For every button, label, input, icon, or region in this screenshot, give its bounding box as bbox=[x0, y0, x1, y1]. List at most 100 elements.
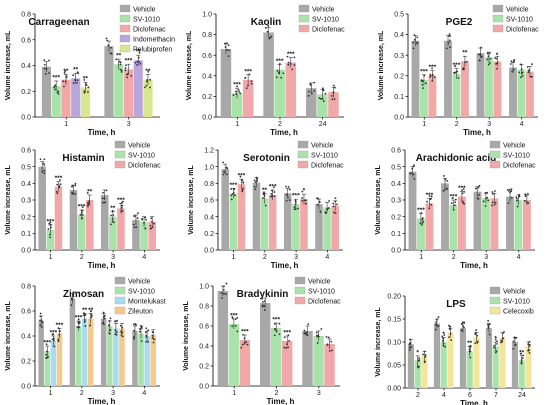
data-point bbox=[266, 23, 269, 26]
data-point bbox=[453, 204, 456, 207]
significance-label: *** bbox=[55, 175, 63, 182]
data-point bbox=[463, 202, 466, 205]
data-point bbox=[126, 76, 129, 79]
bar bbox=[132, 331, 138, 386]
data-point bbox=[330, 340, 333, 343]
data-point bbox=[444, 178, 447, 181]
data-point bbox=[271, 189, 274, 192]
data-point bbox=[451, 197, 454, 199]
data-point bbox=[484, 191, 487, 194]
data-point bbox=[120, 69, 123, 72]
data-point bbox=[111, 220, 114, 223]
data-point bbox=[250, 82, 253, 85]
data-point bbox=[45, 353, 47, 356]
legend-swatch bbox=[119, 24, 131, 33]
y-tick-label: 0.8 bbox=[204, 181, 214, 188]
data-point bbox=[424, 355, 427, 358]
data-point bbox=[109, 317, 112, 320]
y-axis-label: Volume increase, mL bbox=[5, 30, 12, 100]
data-point bbox=[222, 173, 225, 176]
data-point bbox=[469, 347, 472, 349]
data-point bbox=[454, 201, 457, 204]
data-point bbox=[336, 203, 338, 206]
data-point bbox=[237, 89, 240, 91]
data-point bbox=[151, 220, 153, 223]
data-point bbox=[334, 86, 336, 89]
data-point bbox=[412, 41, 415, 44]
bar bbox=[485, 57, 493, 117]
data-point bbox=[72, 293, 75, 296]
data-point bbox=[285, 347, 288, 349]
data-point bbox=[107, 324, 110, 327]
data-point bbox=[222, 161, 224, 164]
data-point bbox=[82, 312, 85, 314]
bar bbox=[274, 69, 285, 117]
data-point bbox=[301, 197, 304, 199]
data-point bbox=[133, 215, 135, 217]
data-point bbox=[518, 195, 521, 198]
significance-label: ** bbox=[82, 307, 88, 314]
data-point bbox=[454, 65, 456, 68]
data-point bbox=[43, 158, 46, 161]
y-tick-label: 0.4 bbox=[204, 214, 214, 221]
data-point bbox=[431, 79, 434, 82]
data-point bbox=[475, 329, 478, 331]
bar bbox=[77, 215, 86, 250]
data-point bbox=[236, 85, 238, 88]
data-point bbox=[45, 357, 48, 359]
significance-label: * bbox=[442, 331, 445, 338]
data-point bbox=[56, 183, 59, 186]
data-point bbox=[270, 192, 273, 195]
data-point bbox=[294, 199, 297, 202]
data-point bbox=[445, 187, 448, 190]
bar bbox=[119, 328, 125, 386]
legend-label: Vehicle bbox=[133, 7, 156, 14]
data-point bbox=[256, 180, 259, 182]
bar bbox=[150, 334, 156, 386]
y-tick-label: 0.0 bbox=[394, 115, 404, 122]
data-point bbox=[263, 191, 265, 194]
data-point bbox=[47, 228, 50, 230]
data-point bbox=[54, 84, 57, 87]
data-point bbox=[487, 323, 489, 326]
y-tick-label: 0.1 bbox=[21, 231, 31, 238]
data-point bbox=[43, 169, 46, 172]
data-point bbox=[322, 89, 325, 92]
data-point bbox=[228, 49, 230, 52]
data-point bbox=[234, 194, 236, 197]
y-tick-label: 0.0 bbox=[21, 115, 31, 122]
x-axis-label: Time, h bbox=[460, 399, 488, 405]
y-tick-label: 0.15 bbox=[387, 317, 401, 324]
data-point bbox=[527, 343, 530, 346]
data-point bbox=[263, 305, 266, 308]
data-point bbox=[478, 193, 481, 196]
data-point bbox=[59, 183, 62, 186]
data-point bbox=[460, 323, 463, 325]
data-point bbox=[422, 353, 424, 356]
data-point bbox=[102, 191, 104, 194]
x-tick-label: 3 bbox=[111, 390, 115, 397]
data-point bbox=[54, 88, 56, 91]
data-point bbox=[108, 329, 111, 332]
data-point bbox=[495, 57, 498, 60]
data-point bbox=[500, 339, 503, 342]
bar bbox=[46, 230, 55, 250]
data-point bbox=[317, 197, 319, 200]
legend-label: Diclofenac bbox=[312, 27, 345, 34]
data-point bbox=[307, 323, 310, 326]
data-point bbox=[114, 333, 117, 336]
y-tick-label: 0.2 bbox=[394, 73, 404, 80]
x-tick-label: 3 bbox=[111, 254, 115, 261]
data-point bbox=[115, 331, 118, 334]
data-point bbox=[479, 53, 482, 56]
x-tick-label: 1 bbox=[232, 254, 236, 261]
data-point bbox=[282, 72, 285, 75]
significance-label: *** bbox=[272, 317, 280, 324]
y-tick-label: 0.05 bbox=[387, 363, 401, 370]
bar bbox=[506, 196, 514, 250]
data-point bbox=[324, 211, 327, 214]
data-point bbox=[486, 191, 489, 194]
data-point bbox=[443, 334, 446, 336]
data-point bbox=[468, 345, 471, 348]
data-point bbox=[263, 300, 266, 303]
